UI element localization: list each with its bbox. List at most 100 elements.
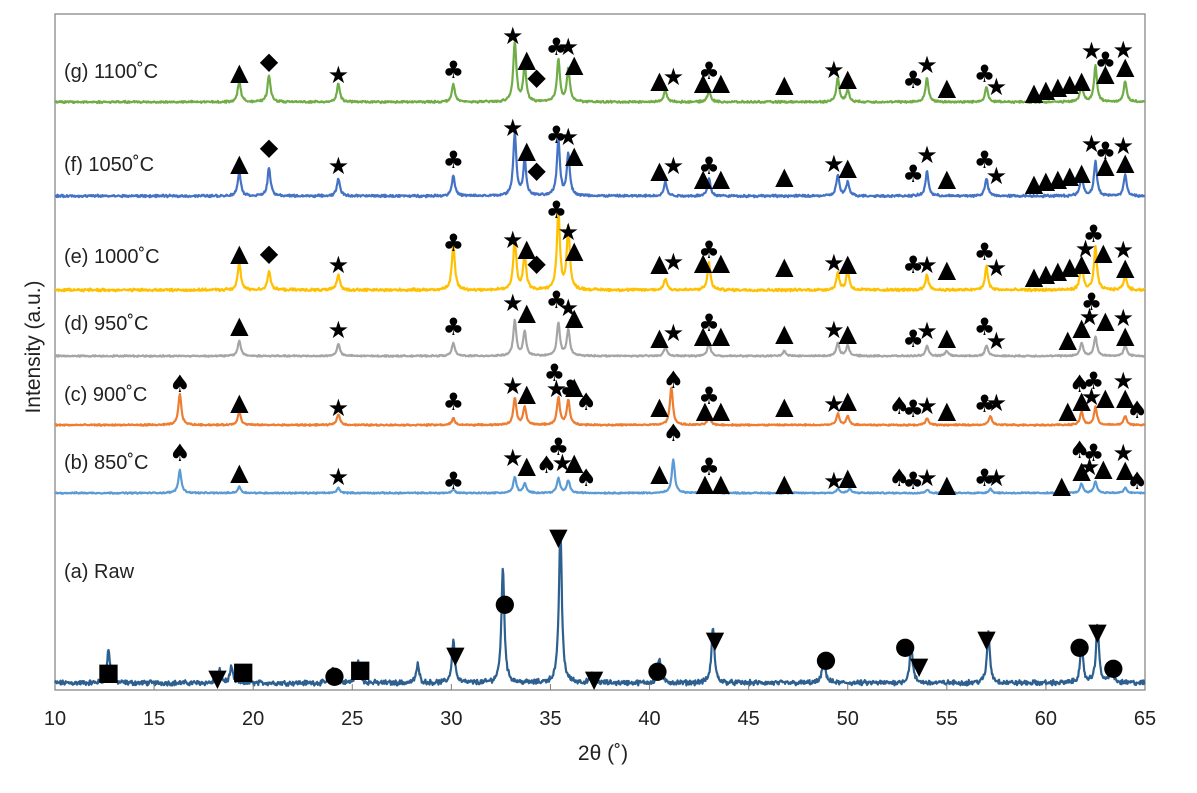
series-line-c [54, 386, 1146, 427]
marker-club: ♣ [1083, 439, 1105, 467]
marker-triangle: ▲ [838, 249, 857, 277]
marker-club: ♣ [443, 467, 465, 495]
marker-triangle: ▲ [1037, 166, 1056, 194]
marker-star: ★ [823, 390, 845, 418]
marker-club: ♣ [974, 390, 996, 418]
marker-triangle: ▲ [1094, 454, 1113, 482]
marker-triangle: ▲ [230, 239, 249, 267]
marker-star: ★ [663, 152, 685, 180]
marker-triangle: ▲ [1053, 471, 1072, 499]
marker-club: ♣ [698, 152, 720, 180]
marker-star: ★ [986, 73, 1008, 101]
marker-triangle: ▲ [712, 396, 731, 424]
marker-triangle: ▲ [838, 386, 857, 414]
marker-triangle: ▲ [775, 319, 794, 347]
series-line-a [53, 531, 1146, 687]
marker-down-triangle: ▼ [549, 523, 568, 551]
marker-triangle: ▲ [1096, 59, 1115, 87]
marker-star: ★ [502, 226, 524, 254]
marker-club: ♣ [546, 286, 568, 314]
marker-triangle: ▲ [1072, 313, 1091, 341]
marker-club: ♣ [974, 464, 996, 492]
marker-diamond: ◆ [527, 63, 546, 91]
marker-triangle: ▲ [565, 236, 584, 264]
marker-triangle: ▲ [938, 396, 957, 424]
marker-triangle: ▲ [650, 156, 669, 184]
marker-star: ★ [328, 463, 350, 491]
marker-triangle: ▲ [650, 66, 669, 94]
series-label-b: (b) 850˚C [64, 452, 148, 474]
x-tick-label: 50 [837, 708, 859, 730]
marker-club: ♣ [698, 453, 720, 481]
marker-triangle: ▲ [230, 388, 249, 416]
marker-triangle: ▲ [775, 162, 794, 190]
marker-club: ♣ [548, 433, 570, 461]
marker-diamond: ◆ [260, 133, 279, 161]
marker-triangle: ▲ [1116, 455, 1135, 483]
marker-star: ★ [1075, 235, 1097, 263]
marker-star: ★ [328, 251, 350, 279]
marker-down-triangle: ▼ [1088, 618, 1107, 646]
marker-club: ♣ [1095, 47, 1117, 75]
marker-star: ★ [328, 152, 350, 180]
marker-spade: ♠ [536, 451, 558, 479]
marker-spade: ♠ [1069, 436, 1091, 464]
marker-triangle: ▲ [650, 323, 669, 351]
x-tick-label: 10 [44, 708, 66, 730]
marker-star: ★ [502, 289, 524, 317]
marker-spade: ♠ [575, 388, 597, 416]
marker-triangle: ▲ [1025, 169, 1044, 197]
marker-diamond: ◆ [260, 47, 279, 75]
marker-star: ★ [558, 218, 580, 246]
series-line-g [54, 41, 1146, 105]
marker-spade: ♠ [888, 464, 910, 492]
marker-triangle: ▲ [838, 64, 857, 92]
marker-triangle: ▲ [517, 298, 536, 326]
marker-star: ★ [663, 63, 685, 91]
marker-club: ♣ [1095, 137, 1117, 165]
marker-circle: ● [324, 661, 345, 689]
marker-star: ★ [558, 123, 580, 151]
marker-down-triangle: ▼ [977, 625, 996, 653]
marker-down-triangle: ▼ [706, 626, 725, 654]
marker-star: ★ [1081, 37, 1103, 65]
marker-triangle: ▲ [1094, 238, 1113, 266]
marker-triangle: ▲ [1072, 249, 1091, 277]
marker-club: ♣ [902, 325, 924, 353]
marker-triangle: ▲ [694, 248, 713, 276]
marker-triangle: ▲ [712, 248, 731, 276]
marker-star: ★ [558, 33, 580, 61]
marker-club: ♣ [1083, 220, 1105, 248]
series-layer [53, 41, 1146, 687]
marker-club: ♣ [546, 121, 568, 149]
marker-triangle: ▲ [1072, 66, 1091, 94]
marker-star: ★ [823, 56, 845, 84]
series-line-e [54, 208, 1146, 293]
marker-circle: ● [1103, 653, 1124, 681]
marker-triangle: ▲ [775, 392, 794, 420]
marker-triangle: ▲ [1049, 256, 1068, 284]
marker-star: ★ [546, 375, 568, 403]
plot-border [54, 13, 1146, 691]
marker-down-triangle: ▼ [446, 641, 465, 669]
plot-frame [54, 13, 1146, 691]
marker-star: ★ [1112, 132, 1134, 160]
marker-star: ★ [1081, 383, 1103, 411]
x-tick-label: 25 [341, 708, 363, 730]
x-tick-label: 35 [539, 708, 561, 730]
marker-star: ★ [916, 141, 938, 169]
marker-triangle: ▲ [1116, 253, 1135, 281]
marker-star: ★ [502, 114, 524, 142]
marker-star: ★ [916, 251, 938, 279]
x-axis: 10 15 20 25 30 35 40 45 50 55 60 65 [44, 684, 1156, 730]
marker-star: ★ [663, 248, 685, 276]
marker-square: ■ [232, 657, 255, 685]
x-tick-label: 30 [440, 708, 462, 730]
marker-star: ★ [502, 372, 524, 400]
marker-star: ★ [916, 51, 938, 79]
x-axis-title: 2θ (˚) [578, 742, 628, 765]
marker-triangle: ▲ [1058, 325, 1077, 353]
marker-club: ♣ [546, 33, 568, 61]
marker-club: ♣ [443, 388, 465, 416]
